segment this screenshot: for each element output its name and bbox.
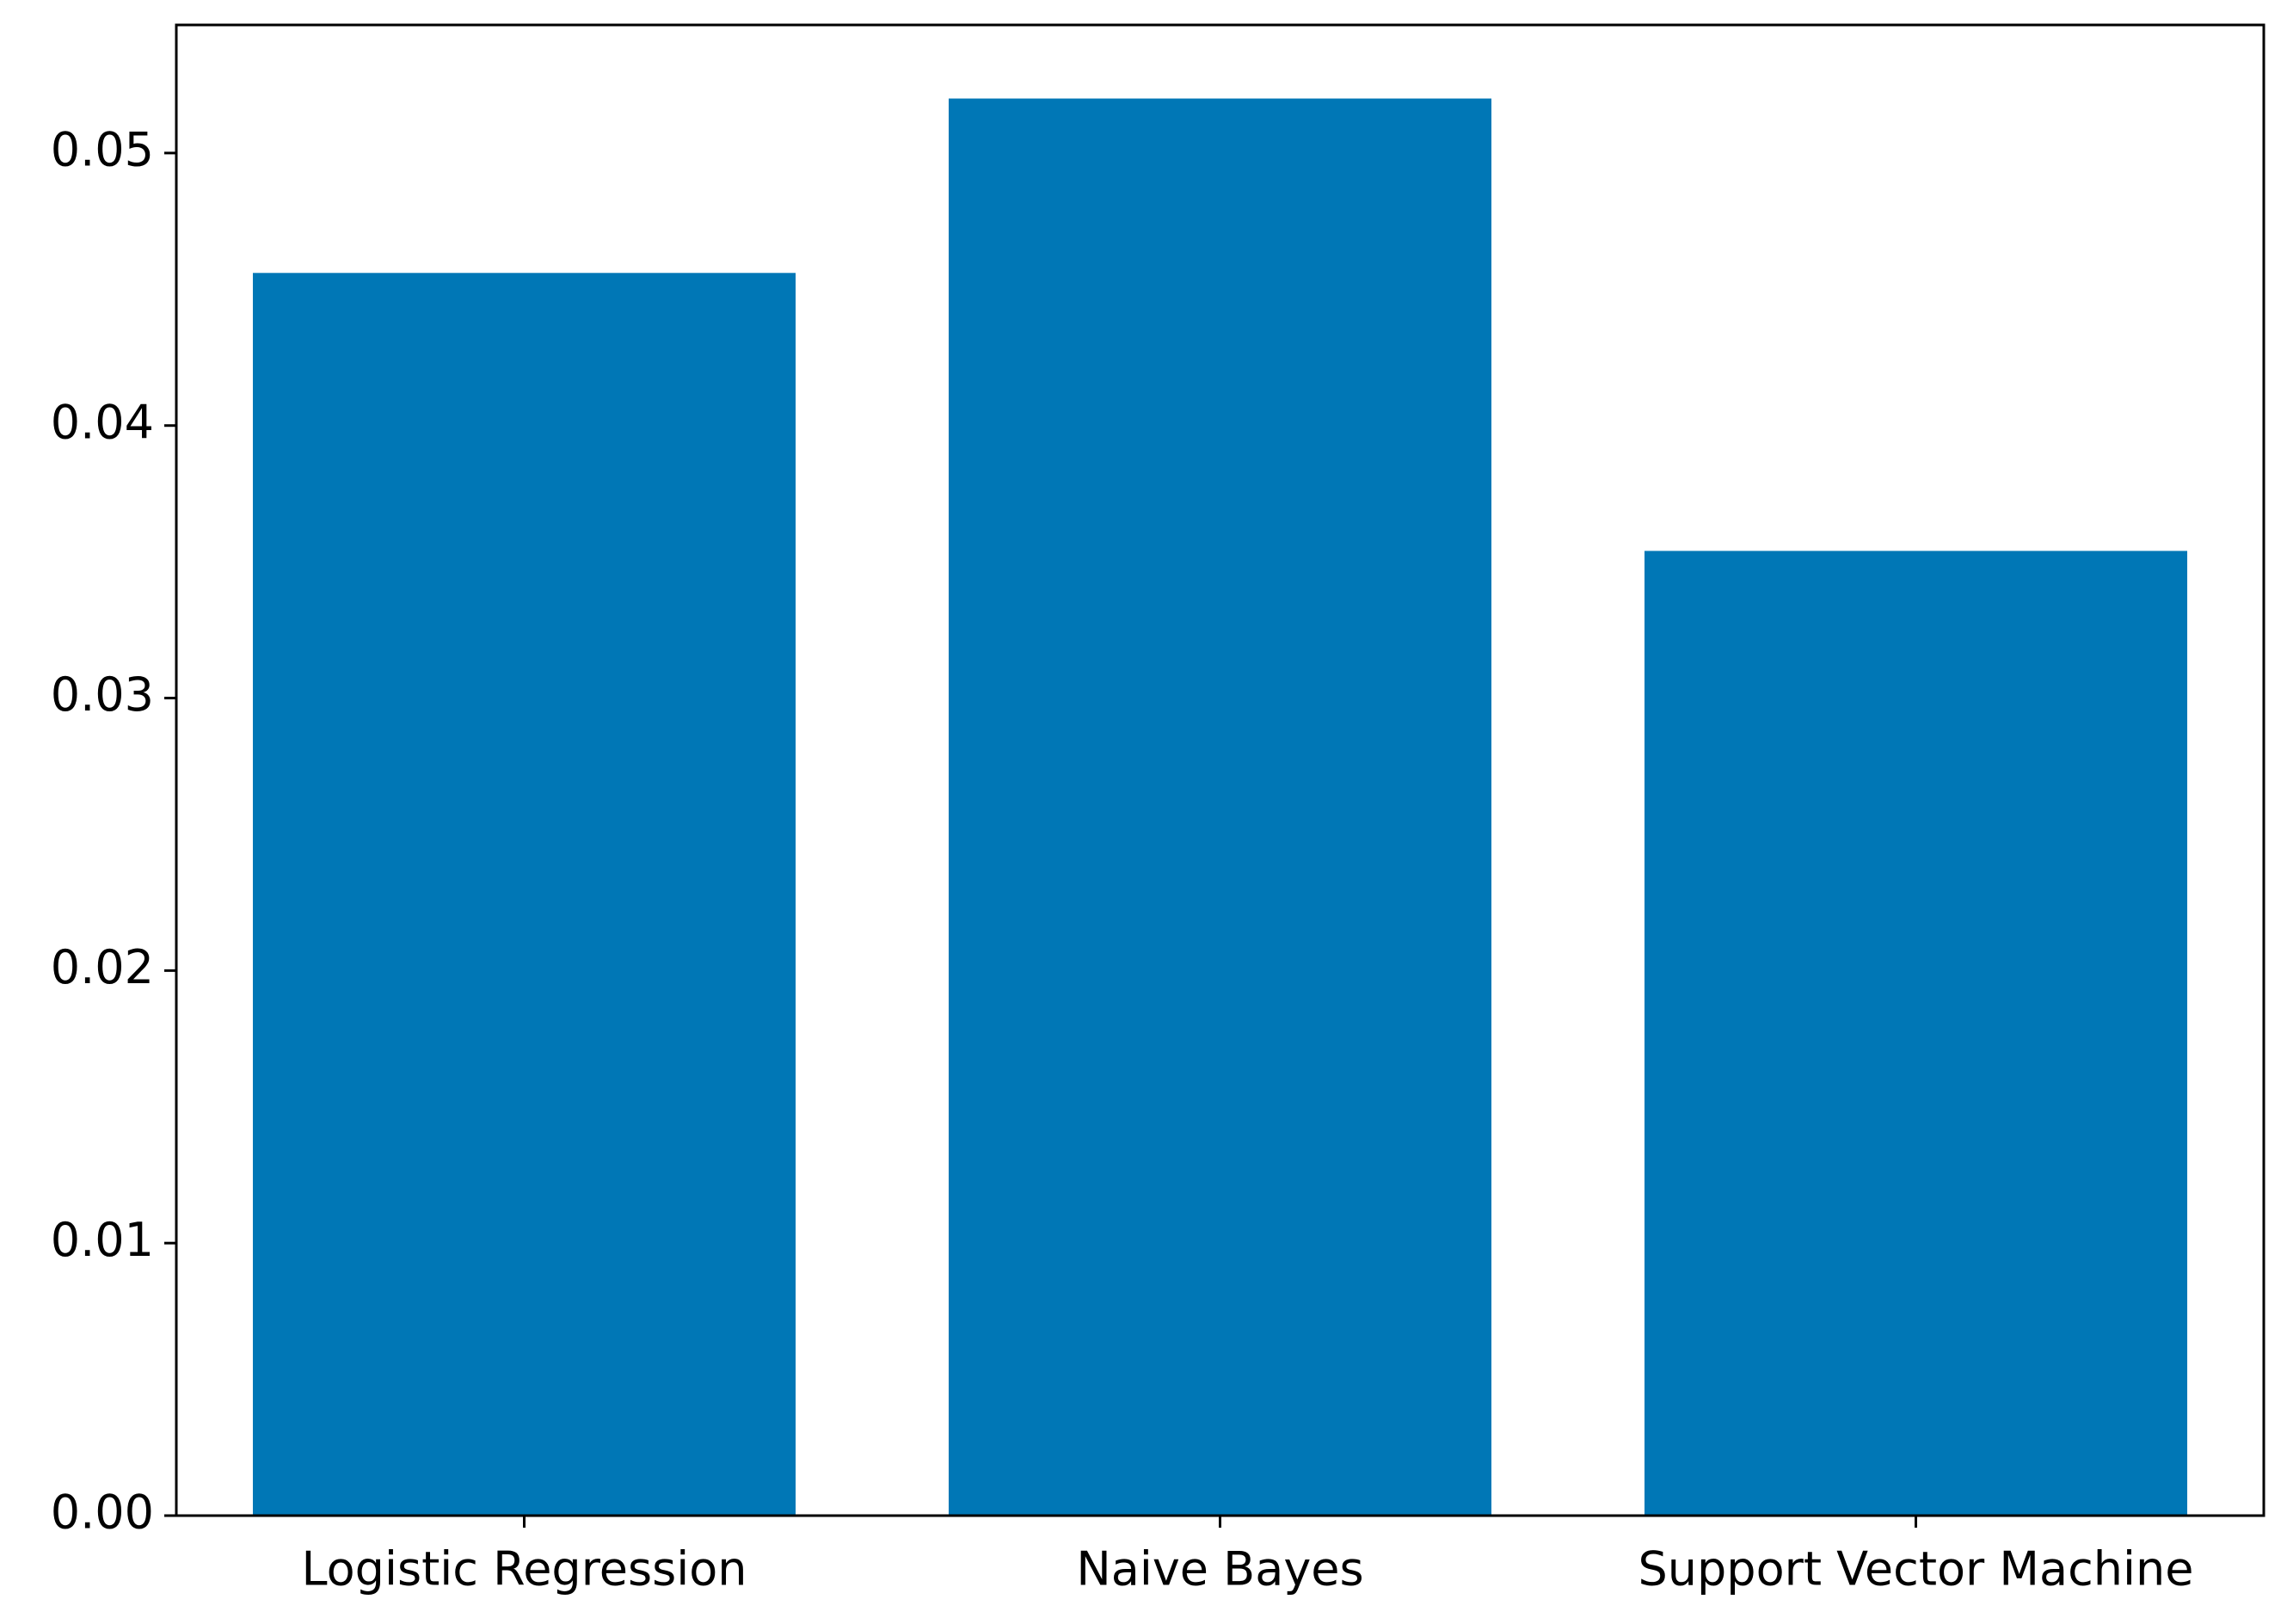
bar [252, 273, 796, 1516]
bar [948, 98, 1492, 1516]
x-tick-label: Naive Bayes [1076, 1542, 1363, 1596]
bar [1644, 551, 2188, 1516]
x-tick-label: Support Vector Machine [1638, 1542, 2194, 1596]
y-tick-label: 0.05 [51, 123, 154, 177]
plot-frame [175, 23, 2265, 1517]
y-tick-label: 0.03 [51, 667, 154, 722]
y-tick-label: 0.04 [51, 395, 154, 449]
y-tick-label: 0.02 [51, 940, 154, 994]
x-tick-label: Logistic Regression [302, 1542, 747, 1596]
y-tick-label: 0.00 [51, 1486, 154, 1540]
y-tick-label: 0.01 [51, 1213, 154, 1267]
